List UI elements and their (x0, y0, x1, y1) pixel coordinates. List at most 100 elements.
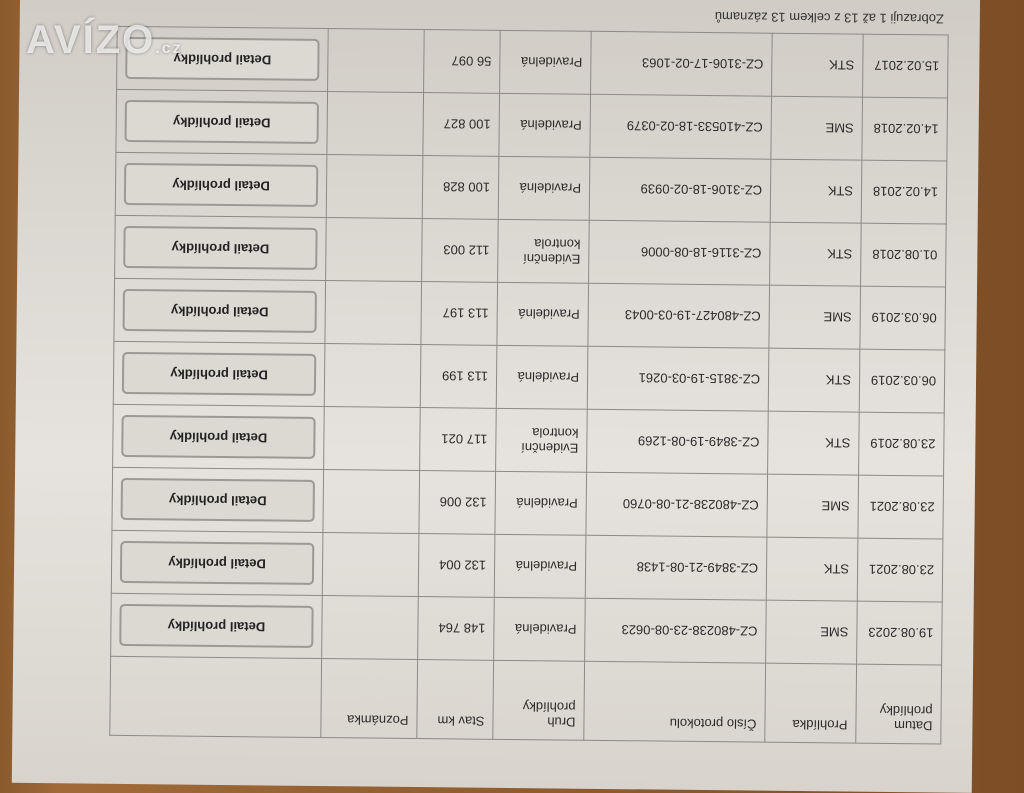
protocol-cell: CZ-480238-21-08-0760 (585, 472, 768, 538)
type-cell: SME (765, 600, 858, 665)
table-row: 06.03.2019 STK CZ-3815-19-03-0261 Pravideln… (113, 341, 945, 414)
protocol-cell: CZ-410533-18-02-0379 (589, 94, 772, 160)
note-cell (321, 595, 419, 660)
km-cell: 132 006 (418, 470, 496, 535)
protocol-cell: CZ-3815-19-03-0261 (587, 346, 769, 412)
km-cell: 100 828 (422, 155, 499, 220)
watermark-suffix: .cz (155, 40, 183, 57)
kind-cell: Pravidelná (499, 30, 592, 95)
note-cell (327, 28, 425, 93)
type-cell: STK (766, 537, 858, 602)
date-cell: 06.03.2019 (859, 286, 946, 351)
avizo-watermark-logo: AVÍZO.cz (26, 18, 183, 63)
detail-button[interactable]: Detail prohlídky (123, 225, 318, 270)
table-row: 23.08.2019 STK CZ-3849-19-08-1269 Evidenční… (112, 404, 945, 477)
watermark-text: AVÍZO (26, 18, 156, 62)
km-cell: 100 827 (422, 92, 500, 157)
detail-button[interactable]: Detail prohlídky (121, 414, 316, 459)
km-cell: 132 004 (418, 533, 495, 598)
km-cell: 113 199 (420, 344, 497, 409)
note-cell (323, 406, 421, 471)
action-cell: Detail prohlídky (113, 278, 326, 344)
type-cell: SME (766, 474, 859, 539)
date-cell: 14.02.2018 (861, 160, 947, 225)
table-row: 23.08.2021 STK CZ-3849-21-08-1438 Pravideln… (111, 530, 943, 603)
kind-cell: Pravidelná (494, 534, 586, 599)
records-summary: Zobrazuji 1 až 13 z celkem 13 záznamů (714, 9, 944, 27)
protocol-cell: CZ-3106-18-02-0939 (589, 157, 771, 223)
note-cell (324, 343, 421, 408)
header-protocol: Číslo protokolu (583, 661, 766, 743)
km-cell: 56 097 (423, 29, 501, 94)
protocol-cell: CZ-3849-19-08-1269 (586, 409, 769, 475)
protocol-cell: CZ-480238-23-08-0623 (584, 598, 767, 664)
kind-cell: Pravidelná (498, 93, 591, 158)
type-cell: STK (768, 348, 860, 413)
action-cell: Detail prohlídky (112, 404, 325, 470)
kind-cell: Pravidelná (498, 156, 590, 221)
type-cell: STK (767, 411, 860, 476)
type-cell: STK (769, 222, 862, 287)
kind-cell: Evidenční kontrola (495, 408, 588, 473)
protocol-cell: CZ-3849-21-08-1438 (585, 535, 767, 601)
detail-button[interactable]: Detail prohlídky (121, 351, 317, 396)
table-row: 14.02.2018 STK CZ-3106-18-02-0939 Pravideln… (115, 152, 947, 225)
action-cell: Detail prohlídky (114, 215, 327, 281)
note-cell (326, 154, 423, 219)
date-cell: 19.08.2023 (856, 601, 943, 666)
km-cell: 113 197 (420, 281, 498, 346)
date-cell: 23.08.2021 (857, 475, 944, 540)
date-cell: 14.02.2018 (861, 97, 948, 162)
table-row: 06.03.2019 SME CZ-480427-19-03-0043 Pravide… (113, 278, 946, 351)
detail-button[interactable]: Detail prohlídky (119, 540, 315, 585)
detail-button[interactable]: Detail prohlídky (124, 99, 319, 144)
detail-button[interactable]: Detail prohlídky (119, 603, 314, 648)
km-cell: 112 003 (421, 218, 499, 283)
kind-cell: Pravidelná (496, 345, 588, 410)
note-cell (326, 91, 424, 156)
type-cell: SME (770, 96, 863, 161)
action-cell: Detail prohlídky (115, 89, 328, 155)
protocol-cell: CZ-480427-19-03-0043 (587, 283, 770, 349)
protocol-cell: CZ-3116-18-08-0006 (588, 220, 771, 286)
note-cell (324, 280, 422, 345)
protocol-cell: CZ-3106-17-02-1063 (590, 31, 773, 97)
table-row: 15.02.2017 STK CZ-3106-17-02-1063 Pravideln… (116, 26, 949, 99)
note-cell (325, 217, 423, 282)
header-type: Prohlídka (764, 663, 857, 744)
header-action (109, 656, 322, 738)
table-header-row: Datum prohlídky Prohlídka Číslo protokol… (109, 656, 942, 745)
inspection-table: Datum prohlídky Prohlídka Číslo protokol… (109, 26, 949, 745)
type-cell: SME (768, 285, 861, 350)
action-cell: Detail prohlídky (113, 341, 325, 407)
table-row: 19.08.2023 SME CZ-480238-23-08-0623 Pravide… (110, 593, 943, 666)
kind-cell: Evidenční kontrola (497, 219, 590, 284)
date-cell: 23.08.2019 (858, 412, 945, 477)
detail-button[interactable]: Detail prohlídky (123, 162, 319, 207)
type-cell: STK (771, 33, 864, 98)
km-cell: 148 764 (417, 596, 495, 661)
table-row: 01.08.2018 STK CZ-3116-18-08-0006 Evidenční… (114, 215, 947, 288)
header-km: Stav km (416, 659, 494, 740)
header-note: Poznámka (320, 658, 418, 739)
action-cell: Detail prohlídky (115, 152, 327, 218)
detail-button[interactable]: Detail prohlídky (120, 477, 315, 522)
detail-button[interactable]: Detail prohlídky (122, 288, 317, 333)
date-cell: 15.02.2017 (862, 34, 949, 99)
note-cell (322, 469, 420, 534)
date-cell: 01.08.2018 (860, 223, 947, 288)
table-row: 23.08.2021 SME CZ-480238-21-08-0760 Pravide… (111, 467, 944, 540)
table-row: 14.02.2018 SME CZ-410533-18-02-0379 Pravide… (115, 89, 948, 162)
action-cell: Detail prohlídky (111, 467, 324, 533)
header-date: Datum prohlídky (855, 664, 942, 745)
action-cell: Detail prohlídky (111, 530, 323, 596)
document-photo: Datum prohlídky Prohlídka Číslo protokol… (11, 0, 981, 793)
kind-cell: Pravidelná (496, 282, 589, 347)
kind-cell: Pravidelná (493, 597, 586, 662)
km-cell: 117 021 (419, 407, 497, 472)
kind-cell: Pravidelná (494, 471, 587, 536)
action-cell: Detail prohlídky (110, 593, 323, 659)
date-cell: 23.08.2021 (857, 538, 943, 603)
type-cell: STK (770, 159, 862, 224)
header-kind: Druh prohlídky (492, 660, 585, 741)
